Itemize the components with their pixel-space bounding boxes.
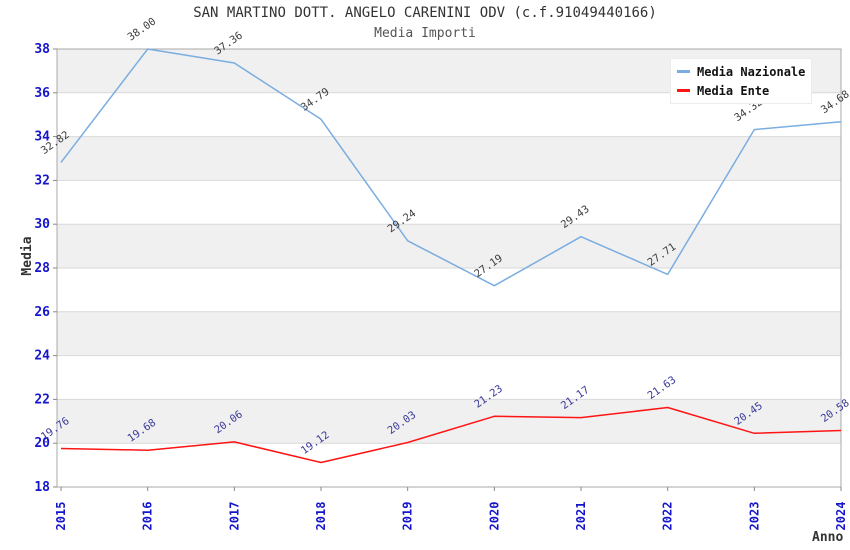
legend-swatch-media-nazionale (677, 70, 690, 73)
y-tick-label: 34 (34, 130, 50, 145)
y-tick-label: 32 (34, 173, 50, 188)
x-tick-label: 2021 (574, 502, 588, 531)
x-tick-label: 2023 (747, 502, 761, 531)
y-tick-label: 20 (34, 436, 50, 451)
x-tick-label: 2024 (834, 502, 848, 531)
x-tick-label: 2016 (141, 502, 155, 531)
y-tick-label: 22 (34, 392, 50, 407)
x-tick-label: 2018 (314, 502, 328, 531)
x-axis-title: Anno (812, 530, 844, 545)
series-line-media-nazionale (60, 48, 842, 287)
plot-band (57, 136, 841, 181)
x-tick-label: 2020 (487, 502, 501, 531)
series-line-media-ente (60, 406, 842, 464)
x-tick-label: 2015 (54, 502, 68, 531)
x-tick-label: 2022 (661, 502, 675, 531)
plot-band (57, 224, 841, 268)
y-tick-label: 30 (34, 217, 50, 232)
x-tick-label: 2017 (227, 502, 241, 531)
y-tick-label: 24 (34, 349, 50, 364)
chart-subtitle: Media Importi (374, 26, 476, 41)
legend-item-label: Media Ente (697, 83, 770, 98)
legend-item-media-ente: Media Ente (677, 83, 811, 98)
y-tick-label: 38 (34, 42, 50, 57)
plot-band (57, 311, 841, 356)
legend-item-label: Media Nazionale (697, 64, 806, 79)
y-tick-label: 18 (34, 480, 50, 495)
plot-band (57, 399, 841, 444)
y-tick-label: 28 (34, 261, 50, 276)
y-tick-label: 26 (34, 305, 50, 320)
x-tick-label: 2019 (401, 502, 415, 531)
y-axis-title: Media (20, 236, 35, 276)
legend-swatch-media-ente (677, 89, 690, 92)
legend: Media Nazionale Media Ente (670, 58, 812, 104)
legend-item-media-nazionale: Media Nazionale (677, 64, 811, 79)
data-point-label: 21.63 (646, 374, 679, 402)
chart-title: SAN MARTINO DOTT. ANGELO CARENINI ODV (c… (193, 5, 657, 21)
y-tick-label: 36 (34, 86, 50, 101)
